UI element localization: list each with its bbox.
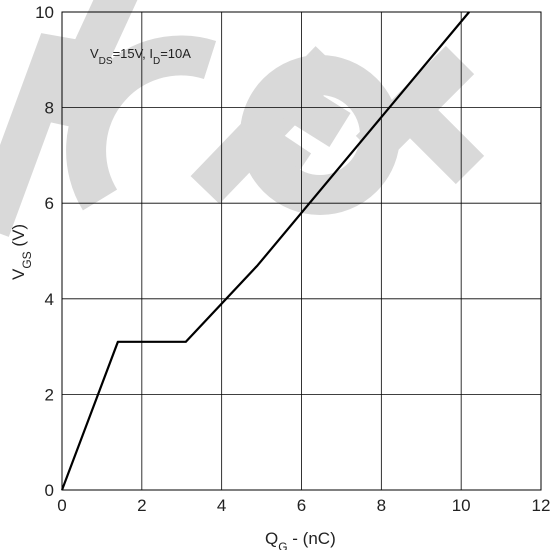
y-tick-label: 0 [45, 481, 54, 500]
plot-frame [61, 11, 542, 491]
x-axis-label: QG - (nC) [265, 529, 336, 550]
x-tick-label: 2 [137, 496, 146, 515]
x-tick-label: 12 [532, 496, 551, 515]
x-tick-labels: 0 2 4 6 8 10 12 [57, 496, 550, 515]
x-tick-label: 6 [297, 496, 306, 515]
test-condition-annotation: VDS=15V, ID=10A [90, 46, 191, 67]
y-tick-label: 6 [45, 194, 54, 213]
x-tick-label: 8 [377, 496, 386, 515]
watermark [0, 0, 485, 237]
x-tick-label: 0 [57, 496, 66, 515]
x-tick-label: 4 [217, 496, 226, 515]
y-tick-label: 8 [45, 99, 54, 118]
y-tick-label: 10 [35, 3, 54, 22]
y-axis-label: VGS (V) [9, 224, 34, 280]
vgs-vs-qg-curve [60, 11, 470, 491]
x-tick-label: 10 [452, 496, 471, 515]
y-tick-label: 4 [45, 290, 54, 309]
y-tick-labels: 0 2 4 6 8 10 [35, 3, 54, 500]
y-tick-label: 2 [45, 385, 54, 404]
